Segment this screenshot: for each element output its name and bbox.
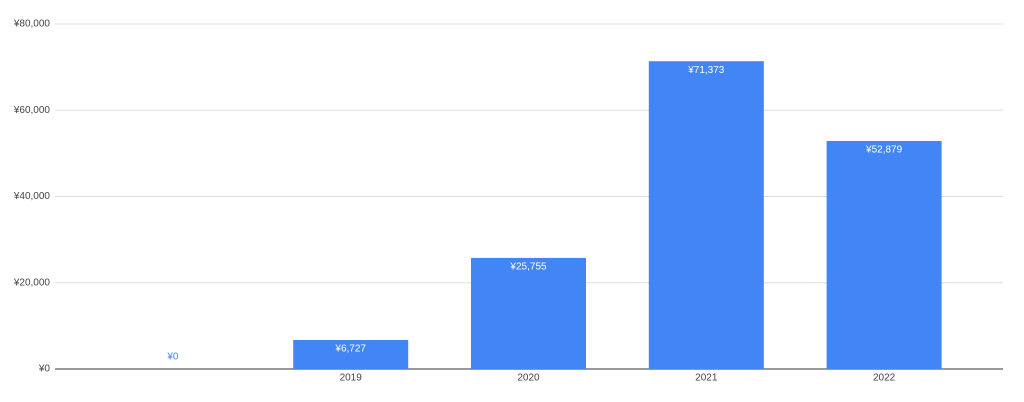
bar	[648, 61, 764, 369]
value-label: ¥52,879	[865, 145, 903, 156]
x-tick-label: 2019	[340, 373, 363, 384]
y-tick-label: ¥20,000	[13, 277, 51, 288]
y-tick-label: ¥40,000	[13, 191, 51, 202]
x-tick-label: 2022	[873, 373, 896, 384]
value-label: ¥0	[166, 352, 179, 363]
bar	[293, 339, 409, 369]
value-label: ¥6,727	[334, 344, 366, 355]
y-tick-label: ¥0	[38, 364, 51, 375]
value-label: ¥71,373	[687, 65, 725, 76]
bar	[826, 140, 942, 369]
bar	[471, 257, 586, 369]
x-tick-label: 2020	[517, 373, 540, 384]
y-tick-label: ¥60,000	[13, 105, 51, 116]
x-tick-label: 2021	[695, 373, 718, 384]
y-tick-label: ¥80,000	[13, 19, 51, 30]
value-label: ¥25,755	[509, 262, 547, 273]
